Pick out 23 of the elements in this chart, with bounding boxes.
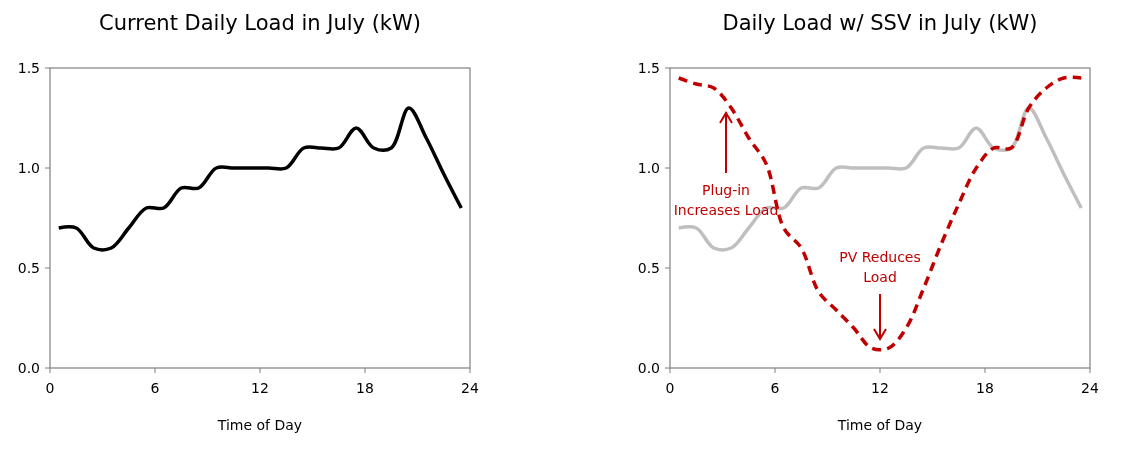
y-tick-label: 0.5	[637, 259, 660, 276]
x-tick-label: 0	[45, 380, 55, 396]
chart-title: Current Daily Load in July (kW)	[99, 11, 421, 35]
x-tick-label: 18	[356, 380, 374, 396]
y-tick-label: 0.0	[17, 359, 40, 376]
y-tick-label: 1.5	[637, 59, 660, 76]
x-tick-label: 0	[665, 380, 675, 396]
x-tick-label: 24	[461, 380, 479, 396]
y-tick-label: 0.5	[17, 259, 40, 276]
x-tick-label: 12	[871, 380, 889, 396]
y-tick-label: 1.0	[17, 159, 40, 176]
x-tick-label: 6	[150, 380, 160, 396]
x-tick-label: 6	[770, 380, 780, 396]
x-tick-label: 18	[976, 380, 994, 396]
x-axis-title: Time of Day	[216, 417, 303, 433]
y-tick-label: 1.5	[17, 59, 40, 76]
y-tick-label: 0.0	[637, 359, 660, 376]
y-tick-label: 1.0	[637, 159, 660, 176]
annotation: PV Reduces Load	[839, 249, 921, 285]
x-tick-label: 12	[251, 380, 269, 396]
x-tick-label: 24	[1081, 380, 1099, 396]
x-axis-title: Time of Day	[836, 417, 923, 433]
chart-title: Daily Load w/ SSV in July (kW)	[722, 11, 1038, 35]
